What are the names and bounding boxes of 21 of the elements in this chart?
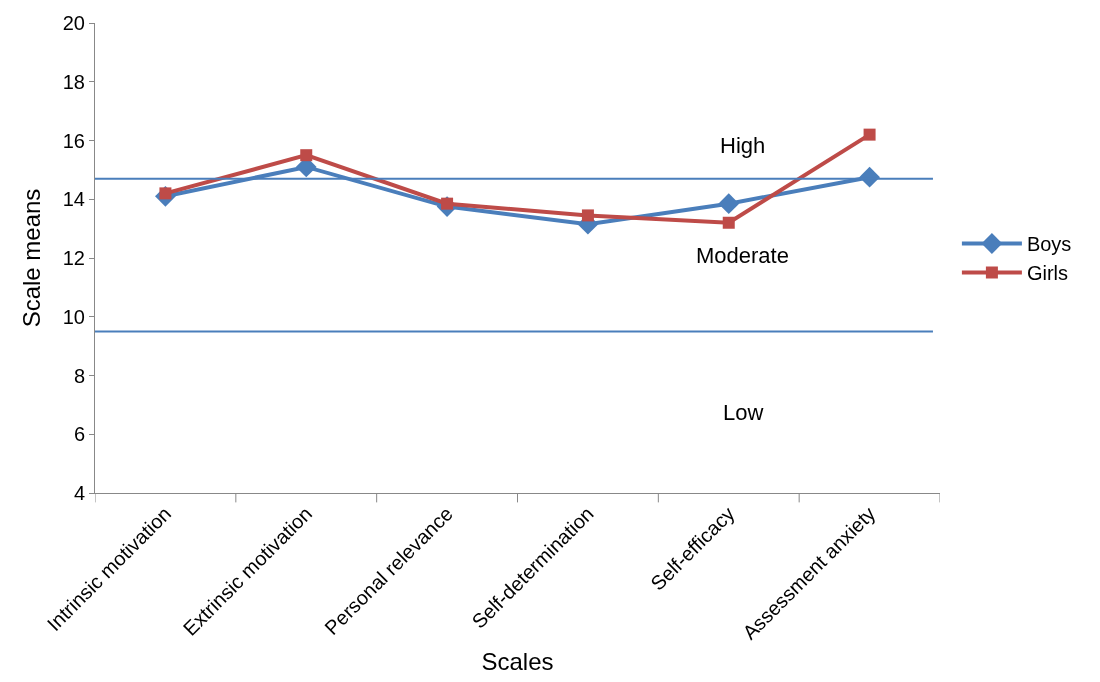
x-axis-title: Scales <box>481 647 554 675</box>
annotation: High <box>720 133 766 158</box>
point <box>863 128 876 141</box>
point <box>581 209 594 222</box>
legend-label: Boys <box>1026 233 1072 256</box>
y-tick-label: 14 <box>62 188 85 211</box>
y-tick-label: 12 <box>62 247 85 269</box>
legend-label: Girls <box>1026 262 1069 285</box>
annotation: Moderate <box>696 243 789 268</box>
y-tick-label: 18 <box>62 70 85 93</box>
y-tick-label: 6 <box>73 423 85 446</box>
y-axis-title: Scale means <box>17 188 45 328</box>
y-tick-label: 10 <box>62 305 85 328</box>
y-tick-label: 8 <box>73 364 85 387</box>
point <box>300 149 313 162</box>
annotation: Low <box>723 400 764 425</box>
y-tick-label: 20 <box>62 12 85 34</box>
point <box>722 216 735 229</box>
y-tick-label: 4 <box>73 482 85 504</box>
point <box>718 193 740 215</box>
y-tick-label: 16 <box>62 129 85 152</box>
